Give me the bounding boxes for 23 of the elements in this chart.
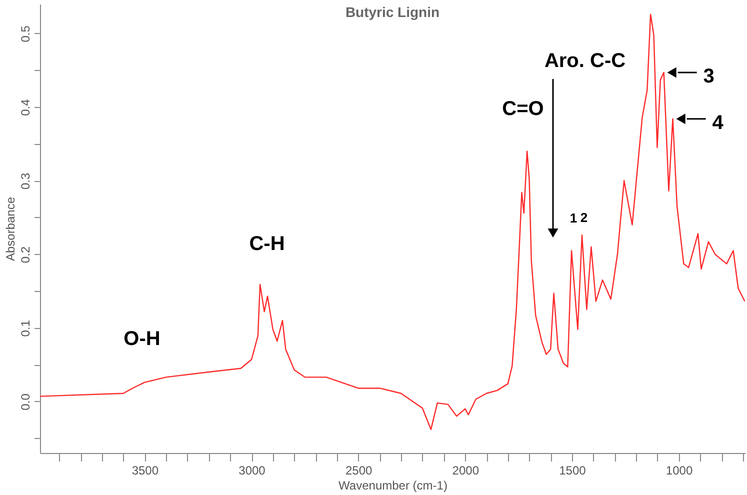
x-axis-title: Wavenumber (cm-1) — [338, 478, 448, 492]
annotation: C-H — [249, 233, 285, 255]
annotation: 3 — [703, 65, 714, 88]
y-axis-title: Absorbance — [4, 196, 18, 262]
annotation: 1 — [570, 210, 578, 226]
y-tick-label: 0.3 — [18, 172, 32, 190]
annotation: O-H — [124, 328, 160, 350]
x-tick-label: 3500 — [132, 464, 159, 478]
annotation: 4 — [712, 112, 724, 134]
y-tick-label: 0.4 — [18, 98, 32, 116]
y-tick-label: 0.1 — [18, 320, 32, 337]
annotation: 2 — [580, 210, 588, 226]
annotation: C=O — [502, 98, 544, 120]
x-tick-label: 2000 — [452, 464, 480, 478]
chart-title: Butyric Lignin — [345, 4, 440, 20]
y-tick-label: 0.0 — [18, 393, 32, 410]
x-tick-label: 3000 — [238, 464, 266, 478]
y-tick-label: 0.5 — [18, 25, 32, 42]
annotation: Aro. C-C — [544, 50, 626, 72]
y-tick-label: 0.2 — [18, 246, 32, 264]
x-tick-label: 1500 — [559, 464, 586, 478]
x-tick-label: 1000 — [666, 464, 693, 478]
x-tick-label: 2500 — [345, 464, 372, 478]
